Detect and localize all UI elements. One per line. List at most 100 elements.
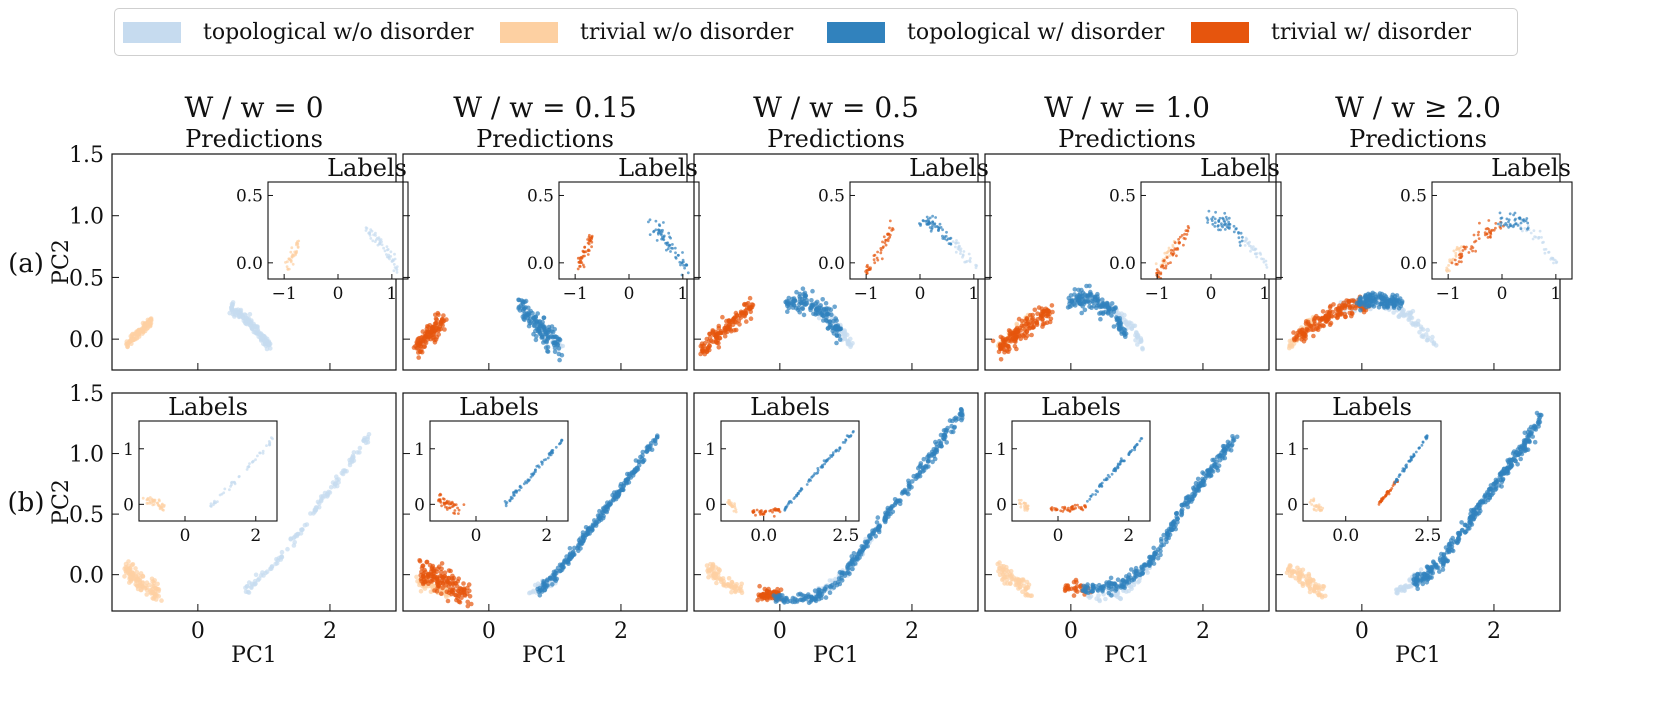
data-point-triv_wo [729,589,734,595]
data-point-topo_w [1117,463,1120,467]
data-point-topo_wo [393,266,397,269]
data-point-topo_w [1159,536,1164,542]
data-point-topo_w [655,239,659,242]
data-point-topo_w [556,346,562,351]
data-point-topo_w [893,500,898,506]
data-point-topo_wo [383,249,387,253]
data-point-triv_w [879,248,883,252]
data-point-topo_w [1071,301,1077,307]
data-point-topo_wo [1544,247,1548,251]
data-point-topo_w [931,214,934,218]
data-point-triv_w [436,327,442,332]
data-point-topo_wo [279,549,285,555]
data-point-topo_wo [247,312,253,317]
data-point-topo_w [1224,215,1228,219]
panel-frame [984,392,1270,612]
data-point-triv_w [1073,586,1078,591]
main-scatter [995,434,1240,604]
data-point-topo_w [581,534,586,540]
data-point-topo_wo [251,460,255,464]
legend-swatch [827,21,885,43]
data-point-topo_w [920,465,925,471]
data-point-triv_w [1155,271,1158,275]
y-tick-label: 0.0 [69,564,104,589]
data-point-topo_wo [370,229,374,233]
data-point-topo_w [952,424,957,430]
data-point-topo_w [950,429,956,435]
inset-scatter [726,430,855,518]
inset-scatter [1154,209,1269,279]
data-point-triv_w [1349,310,1355,316]
data-point-triv_wo [414,574,419,580]
data-point-triv_w [1076,503,1079,507]
data-point-triv_w [445,506,449,509]
data-point-topo_w [840,570,845,575]
data-point-triv_wo [129,569,135,575]
inset-x-tick-label: 0 [915,284,926,304]
data-point-topo_wo [843,331,848,337]
data-point-triv_w [432,588,437,593]
data-point-topo_w [1086,298,1091,303]
data-point-topo_w [1113,588,1118,593]
panel-subtitle: Predictions [767,125,905,153]
data-point-topo_wo [1243,244,1247,247]
data-point-topo_w [682,260,685,264]
x-tick-label: 0 [1064,619,1078,644]
data-point-triv_wo [153,585,158,591]
data-point-topo_wo [1523,227,1527,230]
data-point-topo_w [800,306,806,312]
data-point-triv_w [1335,314,1340,320]
data-point-topo_w [1362,294,1368,300]
data-point-triv_wo [286,267,290,271]
data-point-triv_w [865,265,869,268]
data-point-topo_w [926,457,931,463]
data-point-topo_w [1384,299,1389,304]
data-point-topo_w [926,452,932,457]
data-point-triv_w [744,302,749,307]
data-point-topo_w [669,250,672,253]
data-point-triv_w [1020,332,1025,338]
data-point-topo_wo [246,465,250,469]
data-point-triv_w [1453,258,1457,262]
data-point-topo_w [1376,305,1382,310]
data-point-topo_wo [291,543,297,548]
data-point-topo_w [545,577,550,582]
data-point-topo_wo [369,237,373,240]
data-point-topo_w [888,511,893,516]
data-point-topo_w [1099,482,1103,486]
data-point-topo_w [1368,299,1373,304]
data-point-triv_w [717,330,723,335]
data-point-topo_w [776,593,781,598]
data-point-topo_w [1096,490,1099,494]
data-point-topo_wo [961,253,965,257]
data-point-topo_w [1083,589,1088,594]
x-tick-label: 0 [773,619,787,644]
data-point-topo_w [671,247,674,250]
data-point-topo_w [1377,291,1383,296]
data-point-triv_wo [1306,573,1312,579]
column-title: W / w ≥ 2.0 [1335,91,1501,124]
data-point-triv_wo [733,502,736,506]
data-point-topo_wo [268,441,272,445]
data-point-triv_w [1068,510,1072,513]
data-point-topo_w [779,595,784,601]
data-point-topo_w [786,305,792,311]
data-point-triv_w [1485,232,1489,236]
data-point-topo_wo [253,572,259,578]
data-point-triv_wo [125,344,130,349]
data-point-triv_wo [999,563,1004,569]
y-tick-label: 0.0 [69,328,104,353]
data-point-topo_w [679,263,682,267]
inset-y-tick-label: 0 [414,495,425,515]
data-point-topo_w [546,456,550,460]
inset-title: Labels [168,393,248,421]
data-point-topo_w [1150,556,1156,561]
data-point-topo_w [1129,567,1134,572]
data-point-triv_w [462,587,468,593]
data-point-topo_w [843,441,847,444]
data-point-triv_w [453,509,457,512]
data-point-topo_w [1223,223,1227,226]
data-point-triv_w [732,319,738,325]
